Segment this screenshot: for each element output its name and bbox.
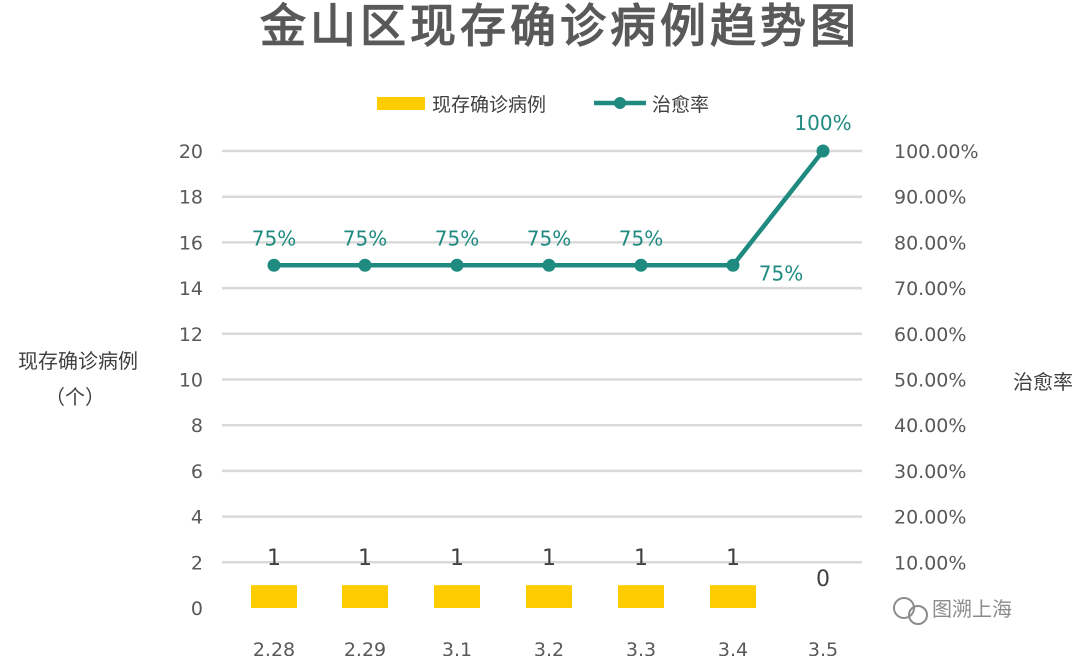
line-point bbox=[542, 258, 556, 272]
y-tick-label: 16 bbox=[179, 232, 203, 254]
axis-labels: 现存确诊病例 （个） 治愈率 bbox=[18, 349, 1073, 409]
y2-axis-ticks: 10.00% 20.00% 30.00% 40.00% 50.00% 60.00% 70.0… bbox=[894, 141, 979, 574]
x-tick-label: 2.28 bbox=[253, 639, 295, 656]
bar bbox=[618, 585, 664, 608]
y-axis-ticks: 0 2 4 6 8 10 12 14 16 18 20 bbox=[179, 141, 203, 620]
line-point bbox=[816, 144, 830, 158]
legend-bar-swatch bbox=[377, 97, 425, 110]
y-tick-label: 2 bbox=[191, 552, 203, 574]
bar bbox=[251, 585, 297, 608]
line-data-label: 75% bbox=[527, 226, 571, 250]
y2-tick-label: 100.00% bbox=[894, 141, 979, 163]
bar-data-labels: 1 1 1 1 1 1 0 bbox=[267, 546, 830, 592]
line-data-label: 75% bbox=[759, 261, 803, 285]
legend: 现存确诊病例 治愈率 bbox=[377, 94, 709, 116]
line-series bbox=[267, 144, 830, 272]
bar-data-label: 1 bbox=[726, 546, 740, 571]
y2-axis-title: 治愈率 bbox=[1013, 370, 1073, 394]
bar-data-label: 1 bbox=[267, 546, 281, 571]
y-axis-title-line1: 现存确诊病例 bbox=[18, 349, 138, 373]
line-data-labels: 75% 75% 75% 75% 75% 75% 100% bbox=[252, 111, 852, 285]
legend-line-marker bbox=[614, 97, 626, 109]
y-tick-label: 20 bbox=[179, 141, 203, 163]
y2-tick-label: 80.00% bbox=[894, 232, 966, 254]
line-point bbox=[634, 258, 648, 272]
y2-tick-label: 70.00% bbox=[894, 278, 966, 300]
gridlines bbox=[222, 149, 862, 564]
line-data-label: 75% bbox=[252, 226, 296, 250]
x-tick-label: 3.1 bbox=[442, 639, 472, 656]
bar bbox=[710, 585, 756, 608]
y-tick-label: 14 bbox=[179, 278, 203, 300]
bar-data-label: 1 bbox=[542, 546, 556, 571]
line-point bbox=[726, 258, 740, 272]
y-tick-label: 0 bbox=[191, 598, 203, 620]
x-tick-label: 3.4 bbox=[718, 639, 748, 656]
y2-tick-label: 50.00% bbox=[894, 370, 966, 392]
legend-label-line: 治愈率 bbox=[652, 94, 709, 116]
bar bbox=[526, 585, 572, 608]
y-tick-label: 10 bbox=[179, 370, 203, 392]
bar bbox=[342, 585, 388, 608]
x-tick-label: 3.5 bbox=[808, 639, 838, 656]
watermark-text: 图溯上海 bbox=[932, 597, 1012, 621]
bar-series bbox=[251, 585, 756, 608]
legend-label-bar: 现存确诊病例 bbox=[432, 94, 546, 116]
y2-tick-label: 20.00% bbox=[894, 507, 966, 529]
line-data-label: 100% bbox=[794, 111, 851, 135]
y-tick-label: 8 bbox=[191, 415, 203, 437]
line-data-label: 75% bbox=[343, 226, 387, 250]
x-axis-ticks: 2.28 2.29 3.1 3.2 3.3 3.4 3.5 bbox=[253, 639, 838, 656]
bar-data-label: 1 bbox=[450, 546, 464, 571]
chart-title: 金山区现存确诊病例趋势图 bbox=[259, 0, 860, 53]
line-point bbox=[267, 258, 281, 272]
y-tick-label: 4 bbox=[191, 507, 203, 529]
y-tick-label: 12 bbox=[179, 324, 203, 346]
y2-tick-label: 60.00% bbox=[894, 324, 966, 346]
bar-data-label: 1 bbox=[358, 546, 372, 571]
y2-tick-label: 90.00% bbox=[894, 187, 966, 209]
line-data-label: 75% bbox=[435, 226, 479, 250]
x-tick-label: 3.2 bbox=[534, 639, 564, 656]
line-point bbox=[450, 258, 464, 272]
y2-tick-label: 30.00% bbox=[894, 461, 966, 483]
y-axis-title-line2: （个） bbox=[45, 385, 105, 409]
bar-data-label: 0 bbox=[816, 567, 830, 592]
x-tick-label: 3.3 bbox=[626, 639, 656, 656]
line-data-label: 75% bbox=[619, 226, 663, 250]
x-tick-label: 2.29 bbox=[344, 639, 386, 656]
bar-data-label: 1 bbox=[634, 546, 648, 571]
watermark: 图溯上海 bbox=[893, 597, 1012, 625]
wechat-bubble bbox=[908, 605, 928, 625]
y-tick-label: 18 bbox=[179, 187, 203, 209]
wechat-icon bbox=[893, 597, 928, 625]
y2-tick-label: 40.00% bbox=[894, 415, 966, 437]
y2-tick-label: 10.00% bbox=[894, 552, 966, 574]
y-tick-label: 6 bbox=[191, 461, 203, 483]
line-point bbox=[358, 258, 372, 272]
bar bbox=[434, 585, 480, 608]
